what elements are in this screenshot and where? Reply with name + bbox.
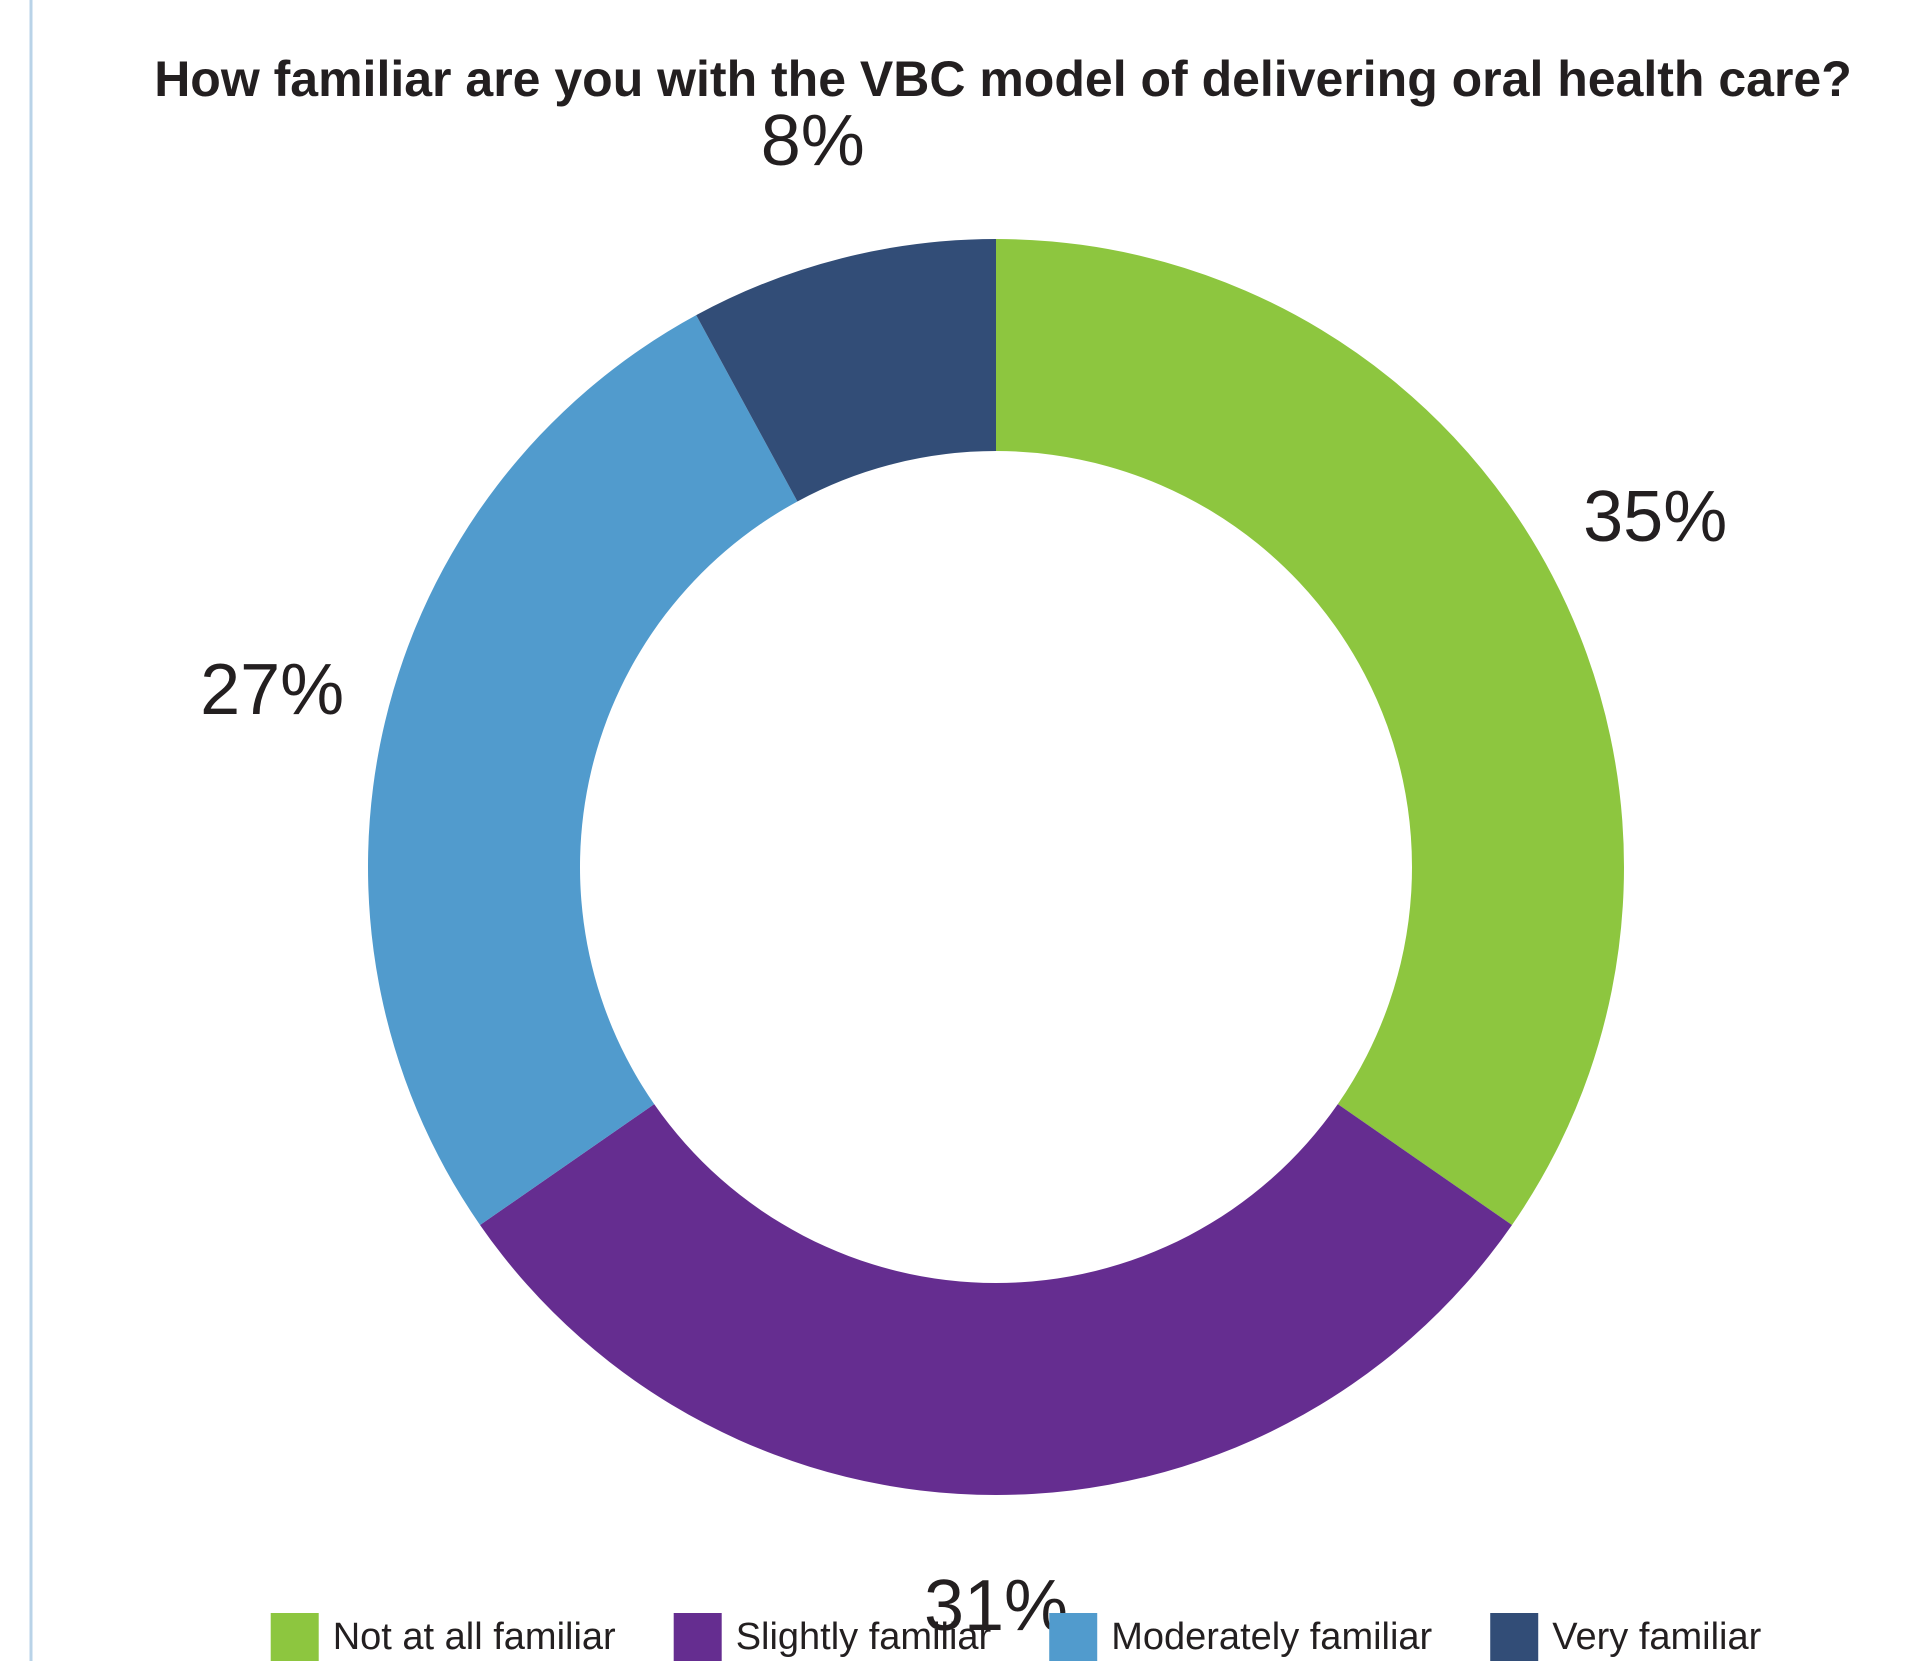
legend-label: Very familiar xyxy=(1552,1616,1761,1658)
donut-slice xyxy=(696,239,996,502)
donut-slice xyxy=(368,315,798,1225)
value-label: 31% xyxy=(924,1566,1068,1646)
legend-swatch xyxy=(1490,1613,1539,1661)
legend-swatch xyxy=(673,1613,722,1661)
legend-label: Not at all familiar xyxy=(333,1616,616,1658)
legend-swatch xyxy=(1049,1613,1098,1661)
legend-swatch xyxy=(270,1613,319,1661)
value-label: 8% xyxy=(761,101,865,181)
chart-title: How familiar are you with the VBC model … xyxy=(154,51,1852,107)
legend-label: Slightly familiar xyxy=(736,1616,992,1658)
donut-slice xyxy=(996,239,1624,1225)
value-label: 35% xyxy=(1583,477,1727,557)
legend-label: Moderately familiar xyxy=(1111,1616,1432,1658)
value-label: 27% xyxy=(200,650,344,730)
donut-slice xyxy=(480,1104,1512,1495)
